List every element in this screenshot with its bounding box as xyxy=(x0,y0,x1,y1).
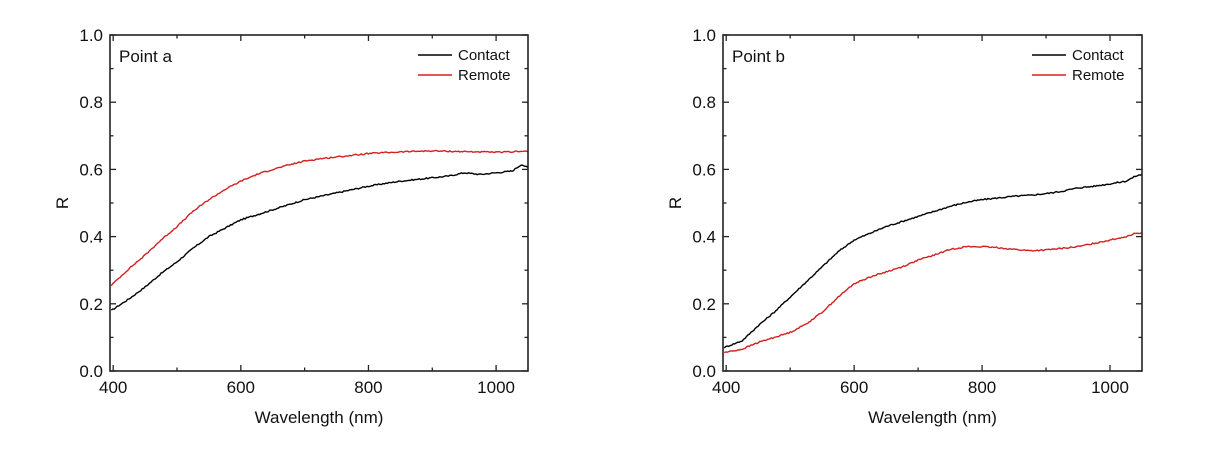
panel-label: Point a xyxy=(119,47,172,66)
plot-frame xyxy=(109,34,529,372)
legend-label-contact: Contact xyxy=(458,47,511,64)
legend-label-remote: Remote xyxy=(458,67,511,84)
legend-label-remote: Remote xyxy=(1072,67,1125,84)
y-tick-label: 0.0 xyxy=(79,362,103,381)
legend: Contact Remote xyxy=(418,47,511,84)
plot-lines xyxy=(723,173,1143,354)
y-tick-label: 0.4 xyxy=(692,228,716,247)
x-tick-label: 1000 xyxy=(477,378,515,397)
axis-ticks xyxy=(723,34,1142,372)
tick-labels: 400 600 800 1000 0.0 0.2 0.4 0.6 0.8 1.0 xyxy=(79,26,515,397)
y-axis-title: R xyxy=(53,197,72,209)
series-line-remote xyxy=(723,231,1143,354)
tick-labels: 400 600 800 1000 0.0 0.2 0.4 0.6 0.8 1.0 xyxy=(692,26,1129,397)
x-tick-label: 800 xyxy=(354,378,382,397)
x-axis-title: Wavelength (nm) xyxy=(255,408,384,427)
y-tick-label: 0.2 xyxy=(692,295,716,314)
x-tick-label: 400 xyxy=(712,378,740,397)
y-tick-label: 0.2 xyxy=(79,295,103,314)
plot-frame xyxy=(722,34,1143,372)
y-tick-label: 0.8 xyxy=(79,93,103,112)
y-tick-label: 0.0 xyxy=(692,362,716,381)
x-tick-label: 400 xyxy=(99,378,127,397)
axis-ticks xyxy=(110,34,528,372)
x-tick-label: 800 xyxy=(968,378,996,397)
x-tick-label: 600 xyxy=(840,378,868,397)
y-tick-label: 0.8 xyxy=(692,93,716,112)
y-tick-label: 1.0 xyxy=(79,26,103,45)
plot-lines xyxy=(110,149,529,311)
series-line-contact xyxy=(110,164,529,311)
x-axis-title: Wavelength (nm) xyxy=(868,408,997,427)
y-tick-label: 0.6 xyxy=(692,160,716,179)
y-axis-title: R xyxy=(666,197,685,209)
x-tick-label: 1000 xyxy=(1091,378,1129,397)
y-tick-label: 0.4 xyxy=(79,228,103,247)
panel-label: Point b xyxy=(732,47,785,66)
y-tick-label: 1.0 xyxy=(692,26,716,45)
series-line-remote xyxy=(110,149,529,287)
legend: Contact Remote xyxy=(1032,47,1125,84)
legend-label-contact: Contact xyxy=(1072,47,1125,64)
x-tick-label: 600 xyxy=(227,378,255,397)
series-line-contact xyxy=(723,173,1143,349)
y-tick-label: 0.6 xyxy=(79,160,103,179)
